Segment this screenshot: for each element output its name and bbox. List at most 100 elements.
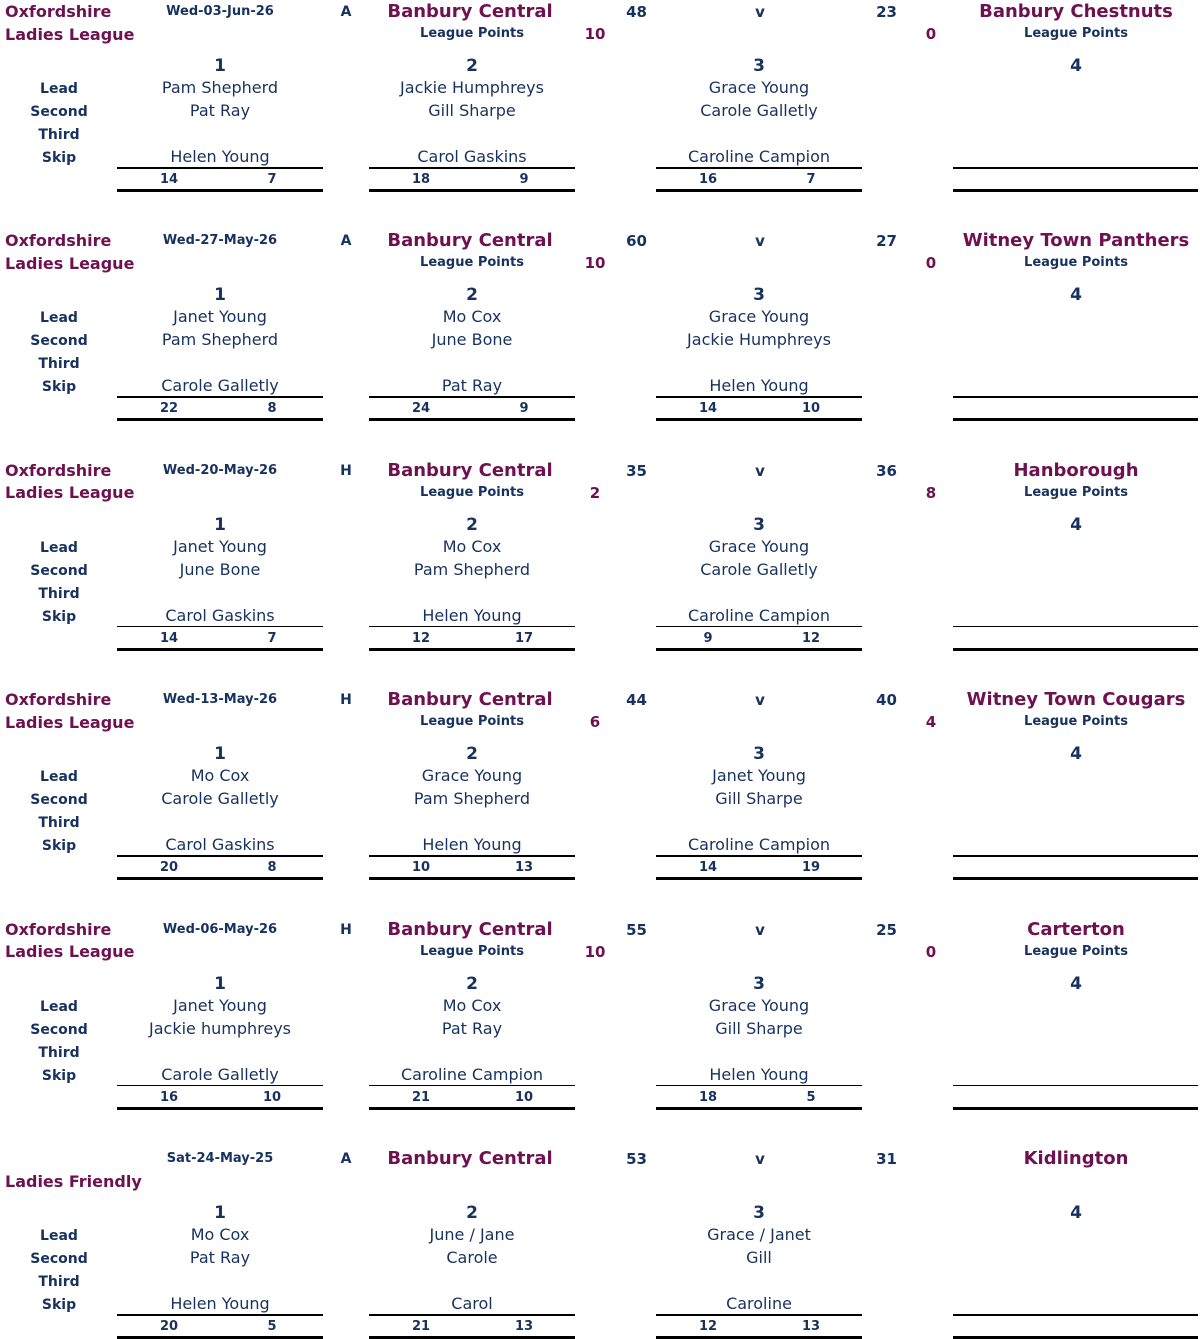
position-label: Third <box>38 127 80 143</box>
competition: Ladies League <box>5 942 135 962</box>
away-team: Witney Town Cougars <box>966 689 1186 711</box>
rule <box>369 167 575 169</box>
second-player: Carole <box>446 1248 498 1267</box>
rink-number: 1 <box>214 285 226 306</box>
versus: v <box>755 3 765 21</box>
league-points-label: League Points <box>420 26 524 41</box>
skip-player: Carole Galletly <box>161 376 279 396</box>
shots-against: 8 <box>267 401 277 417</box>
shots-for: 14 <box>159 172 179 187</box>
away-score: 31 <box>876 1150 897 1168</box>
rule <box>953 1336 1198 1339</box>
skip-player: Helen Young <box>170 1294 270 1313</box>
rule <box>656 396 862 398</box>
position-label: Skip <box>41 838 77 855</box>
competition: Oxfordshire <box>5 460 112 480</box>
position-label: Lead <box>40 1228 78 1244</box>
rule <box>117 855 323 857</box>
rink-number: 3 <box>753 744 765 765</box>
home-team: Banbury Central <box>387 918 553 940</box>
shots-against: 9 <box>519 401 529 417</box>
skip-player: Carol Gaskins <box>165 835 275 855</box>
shots-against: 13 <box>514 1319 534 1334</box>
shots-against: 10 <box>514 1089 534 1105</box>
skip-player: Helen Young <box>709 376 809 396</box>
match-date: Wed-13-May-26 <box>162 692 278 708</box>
league-points-label: League Points <box>420 255 524 271</box>
rink-number: 2 <box>466 744 478 765</box>
position-label: Second <box>30 333 88 350</box>
away-team: Hanborough <box>1013 459 1139 481</box>
home-score: 48 <box>626 3 647 21</box>
rink-number: 1 <box>214 514 226 535</box>
lead-player: Pam Shepherd <box>161 78 279 97</box>
lead-player: Janet Young <box>173 307 267 327</box>
rink-number: 4 <box>1070 1203 1082 1223</box>
skip-player: Carole Galletly <box>161 1064 279 1084</box>
away-score: 25 <box>876 920 897 939</box>
home-team: Banbury Central <box>387 459 553 481</box>
shots-against: 19 <box>801 860 821 876</box>
home-score: 60 <box>626 232 647 251</box>
rink-number: 3 <box>753 973 765 994</box>
league-points-label: League Points <box>420 484 524 500</box>
position-label: Third <box>38 1274 80 1290</box>
shots-for: 12 <box>411 630 431 646</box>
rule <box>117 189 323 192</box>
position-label: Third <box>38 815 80 832</box>
league-points-label: League Points <box>1024 255 1128 271</box>
position-label: Third <box>38 356 80 373</box>
match-date: Sat-24-May-25 <box>166 1151 274 1166</box>
rule <box>117 418 323 422</box>
position-label: Lead <box>40 81 78 97</box>
rule <box>953 625 1198 628</box>
rink-number: 2 <box>466 514 478 535</box>
versus: v <box>755 232 765 251</box>
competition: Ladies League <box>5 253 135 273</box>
shots-for: 14 <box>698 401 718 417</box>
rule <box>656 167 862 169</box>
shots-for: 21 <box>411 1089 431 1105</box>
home-score: 53 <box>626 1150 647 1168</box>
shots-for: 14 <box>159 630 179 646</box>
rink-number: 3 <box>753 56 765 76</box>
second-player: Pat Ray <box>441 1018 503 1038</box>
lead-player: Janet Young <box>712 766 806 786</box>
shots-for: 16 <box>698 172 718 187</box>
position-label: Lead <box>40 998 78 1015</box>
home-points: 10 <box>584 25 606 43</box>
shots-against: 7 <box>267 172 277 187</box>
rule <box>117 625 323 628</box>
rule <box>656 625 862 628</box>
competition: Oxfordshire <box>5 231 112 251</box>
rule <box>369 418 575 422</box>
rule <box>369 1106 575 1110</box>
position-label: Second <box>30 562 88 579</box>
away-score: 27 <box>876 232 897 251</box>
position-label: Second <box>30 1021 88 1038</box>
rule <box>953 167 1198 169</box>
second-player: Pam Shepherd <box>413 559 531 579</box>
shots-against: 12 <box>801 630 821 646</box>
home-points: 6 <box>589 713 601 732</box>
skip-player: Carol Gaskins <box>165 605 275 625</box>
shots-for: 9 <box>703 630 713 646</box>
second-player: June Bone <box>179 559 261 579</box>
lead-player: Jackie Humphreys <box>400 78 544 97</box>
shots-against: 8 <box>267 860 277 876</box>
skip-player: Carol <box>451 1294 493 1313</box>
rink-number: 2 <box>466 973 478 994</box>
skip-player: Caroline Campion <box>687 835 831 855</box>
rink-number: 3 <box>753 514 765 535</box>
match-date: Wed-03-Jun-26 <box>166 4 274 19</box>
away-team: Banbury Chestnuts <box>979 1 1173 22</box>
rule <box>117 167 323 169</box>
rule <box>656 877 862 881</box>
shots-for: 24 <box>411 401 431 417</box>
second-player: Pam Shepherd <box>161 330 279 350</box>
lead-player: Grace / Janet <box>707 1225 811 1244</box>
position-label: Skip <box>41 1067 77 1084</box>
venue: H <box>340 692 352 709</box>
second-player: Gill <box>746 1248 772 1267</box>
away-score: 40 <box>876 691 897 710</box>
